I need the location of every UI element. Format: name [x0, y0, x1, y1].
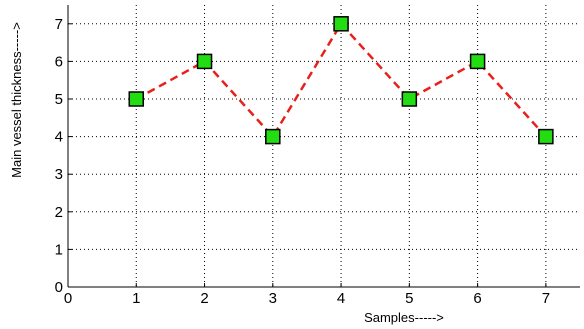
series-line [135, 21, 547, 139]
data-point-marker [128, 91, 145, 107]
grid [68, 5, 580, 287]
y-tick-label: 5 [55, 91, 63, 108]
x-tick-label: 1 [132, 290, 140, 307]
y-tick-label: 4 [55, 129, 63, 146]
y-tick-label: 0 [55, 279, 63, 296]
x-tick-labels: 0 1 2 3 4 5 6 7 [64, 290, 550, 307]
y-tick-label: 6 [55, 53, 63, 70]
y-tick-label: 7 [55, 16, 63, 33]
x-tick-label: 5 [405, 290, 413, 307]
y-tick-label: 1 [55, 241, 63, 258]
y-axis-label: Main vessel thickness-----> [9, 22, 24, 178]
x-tick-label: 3 [269, 290, 277, 307]
data-point-marker [265, 128, 281, 145]
x-tick-label: 2 [200, 290, 208, 307]
x-tick-label: 4 [337, 290, 345, 307]
x-tick-label: 7 [542, 290, 550, 307]
x-tick-label: 0 [64, 290, 72, 307]
y-tick-labels: 0 1 2 3 4 5 6 7 [55, 16, 63, 296]
data-point-marker [469, 53, 486, 70]
x-tick-label: 6 [473, 290, 481, 307]
axes [67, 5, 580, 288]
data-point-marker [333, 16, 349, 32]
series [128, 16, 554, 145]
y-tick-label: 2 [55, 204, 63, 221]
data-point-marker [196, 53, 213, 70]
data-point-marker [538, 128, 554, 145]
data-point-marker [401, 91, 418, 107]
y-tick-label: 3 [55, 166, 63, 183]
x-axis-label: Samples-----> [364, 310, 444, 325]
